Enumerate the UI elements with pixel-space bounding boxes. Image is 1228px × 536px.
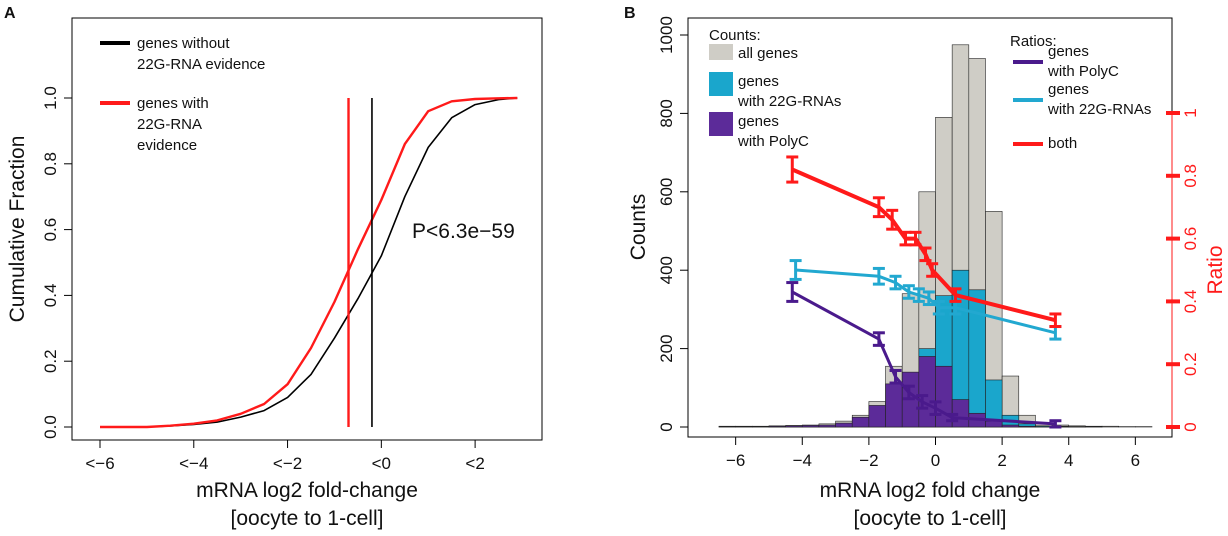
x-axis-title-b: mRNA log2 fold change: [820, 479, 1041, 502]
y2-tick-label: 0: [1181, 422, 1200, 431]
histogram-bar-2: [868, 405, 886, 428]
panel-b-label: B: [624, 5, 636, 22]
y-tick-label-a: 0.2: [41, 349, 60, 373]
y2-tick-label: 1: [1181, 108, 1200, 117]
x-tick-label-b: 0: [931, 451, 940, 470]
legend-label-a: evidence: [137, 137, 197, 154]
x-axis-subtitle-a: [oocyte to 1-cell]: [231, 507, 384, 530]
y-tick-label-a: 0.6: [41, 218, 60, 242]
y-tick-label-b: 400: [657, 256, 676, 284]
ratios-legend-label: genes: [1048, 81, 1089, 98]
cdf-line-1: [100, 96, 518, 429]
y-tick-label-a: 1.0: [41, 86, 60, 110]
histogram-bar-2: [835, 422, 853, 428]
counts-legend-label: genes: [738, 113, 779, 130]
ratios-legend-label: with 22G-RNAs: [1047, 101, 1151, 118]
panel-a-label: A: [4, 5, 16, 22]
y-tick-label-a: 0.8: [41, 152, 60, 176]
histogram-bar-0: [1101, 425, 1119, 428]
x-tick-label-a: <0: [372, 454, 391, 473]
y-tick-label-a: 0.0: [41, 415, 60, 439]
y-tick-label-b: 600: [657, 178, 676, 206]
legend-label-a: genes with: [137, 95, 209, 112]
histogram-bar-2: [851, 416, 870, 428]
histogram-bar-2: [801, 425, 820, 428]
histogram-bar-2: [885, 383, 903, 428]
x-tick-label-a: <2: [465, 454, 484, 473]
x-tick-label-a: <−2: [273, 454, 302, 473]
y-tick-label-b: 0: [657, 422, 676, 431]
x-tick-label-b: 6: [1131, 451, 1140, 470]
y-tick-label-a: 0.4: [41, 284, 60, 308]
x-tick-label-b: −4: [793, 451, 812, 470]
histogram-bar-2: [1018, 425, 1036, 428]
histogram-bar-2: [768, 425, 786, 428]
y-axis-title-a: Cumulative Fraction: [6, 136, 29, 323]
ratios-legend-label: with PolyC: [1047, 63, 1119, 80]
p-value-annotation: P<6.3e−59: [412, 220, 515, 243]
ratios-legend-label: genes: [1048, 43, 1089, 60]
y2-tick-label: 0.6: [1181, 227, 1200, 251]
x-axis-title-a: mRNA log2 fold-change: [196, 479, 418, 502]
x-tick-label-b: −2: [859, 451, 878, 470]
x-tick-label-b: 2: [997, 451, 1006, 470]
y2-tick-label: 0.2: [1181, 352, 1200, 376]
histogram-bar-2: [1001, 424, 1020, 428]
histogram-bar-2: [785, 425, 803, 428]
counts-legend-swatch: [709, 72, 733, 96]
y-tick-label-b: 800: [657, 99, 676, 127]
histogram-bar-2: [918, 356, 936, 428]
counts-legend-swatch: [709, 112, 733, 136]
ratios-legend-label: both: [1048, 135, 1077, 152]
counts-legend-label: all genes: [738, 45, 798, 62]
legend-label-a: 22G-RNA: [137, 116, 202, 133]
histogram-bar-2: [985, 420, 1003, 428]
x-tick-label-b: −6: [726, 451, 745, 470]
panel-b-chart: −6 −4 −2 0 2 4 6 0 200 400 600 800 1000 0 0.2 0.4 0.6 0.8…: [627, 16, 1227, 530]
histogram-bar-2: [818, 424, 836, 428]
y-tick-label-b: 1000: [657, 16, 676, 54]
counts-legend-label: with PolyC: [737, 133, 809, 150]
ratios-legend-title: Ratios:: [1010, 33, 1057, 50]
y2-tick-label: 0.8: [1181, 164, 1200, 188]
y2-tick-label: 0.4: [1181, 290, 1200, 314]
y-tick-label-b: 200: [657, 334, 676, 362]
counts-legend-label: genes: [738, 73, 779, 90]
y2-axis-title: Ratio: [1204, 245, 1227, 294]
x-tick-label-b: 4: [1064, 451, 1073, 470]
panel-a-chart: <−6 <−4 <−2 <0 <2 0.0 0.2 0.4 0.6 0.8 1.0 mRNA log2…: [6, 17, 543, 530]
counts-legend-title: Counts:: [709, 27, 761, 44]
x-tick-label-a: <−6: [85, 454, 114, 473]
x-tick-label-a: <−4: [179, 454, 208, 473]
legend-label-a: genes without: [137, 35, 230, 52]
counts-legend-label: with 22G-RNAs: [737, 93, 841, 110]
y-axis-title-b: Counts: [627, 194, 650, 261]
counts-legend-swatch: [709, 44, 733, 60]
legend-label-a: 22G-RNA evidence: [137, 56, 265, 73]
x-axis-subtitle-b: [oocyte to 1-cell]: [854, 507, 1007, 530]
